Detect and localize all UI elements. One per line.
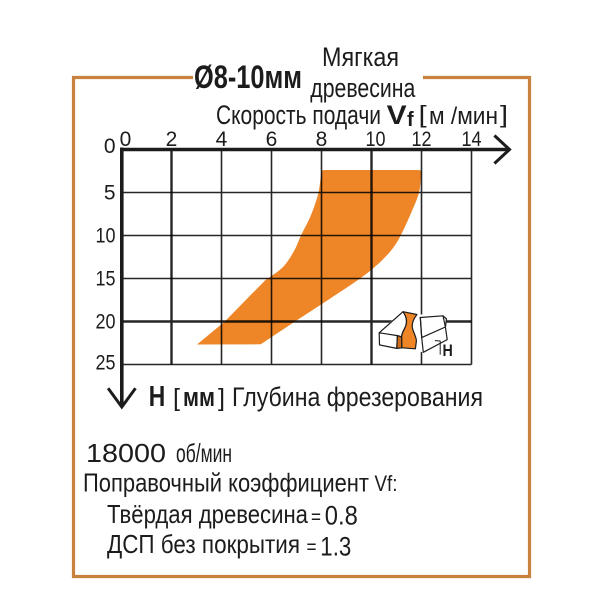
svg-text:15: 15	[96, 268, 116, 291]
svg-text:Vf:: Vf:	[375, 471, 398, 496]
svg-text:мм: мм	[183, 382, 215, 412]
svg-text:]: ]	[218, 384, 225, 412]
svg-text:H: H	[149, 381, 166, 413]
svg-text:14: 14	[462, 128, 482, 151]
svg-text:5: 5	[104, 182, 116, 205]
svg-text:об/мин: об/мин	[176, 438, 232, 468]
svg-text:=: =	[307, 537, 317, 559]
svg-text:f: f	[407, 109, 414, 131]
svg-text:0: 0	[120, 128, 132, 151]
svg-text:ДСП без покрытия: ДСП без покрытия	[107, 529, 300, 559]
svg-text:Ø8-10мм: Ø8-10мм	[194, 59, 302, 95]
svg-text:4: 4	[216, 128, 228, 151]
svg-text:10: 10	[96, 225, 116, 248]
svg-text:м /мин: м /мин	[429, 103, 498, 130]
svg-text:V: V	[387, 100, 407, 130]
svg-text:Поправочный коэффициент: Поправочный коэффициент	[83, 468, 369, 498]
svg-text:Глубина фрезерования: Глубина фрезерования	[232, 382, 483, 412]
svg-text:25: 25	[96, 351, 116, 374]
svg-text:2: 2	[166, 128, 178, 151]
svg-text:1.3: 1.3	[320, 532, 351, 562]
svg-text:12: 12	[412, 128, 432, 151]
svg-text:Твёрдая древесина: Твёрдая древесина	[107, 499, 308, 529]
svg-text:H: H	[443, 342, 453, 360]
svg-text:10: 10	[366, 128, 386, 151]
svg-text:=: =	[311, 507, 321, 529]
svg-text:8: 8	[316, 128, 328, 151]
svg-text:[: [	[173, 384, 180, 412]
svg-text:18000: 18000	[86, 438, 166, 468]
svg-text:6: 6	[266, 128, 278, 151]
svg-text:0.8: 0.8	[325, 501, 358, 531]
svg-text:]: ]	[500, 102, 508, 129]
svg-text:древесина: древесина	[310, 73, 416, 103]
svg-text:Скорость подачи: Скорость подачи	[216, 100, 381, 130]
svg-text:20: 20	[96, 311, 116, 334]
svg-text:[: [	[419, 102, 427, 129]
svg-text:0: 0	[104, 135, 116, 158]
svg-text:Мягкая: Мягкая	[322, 42, 399, 72]
